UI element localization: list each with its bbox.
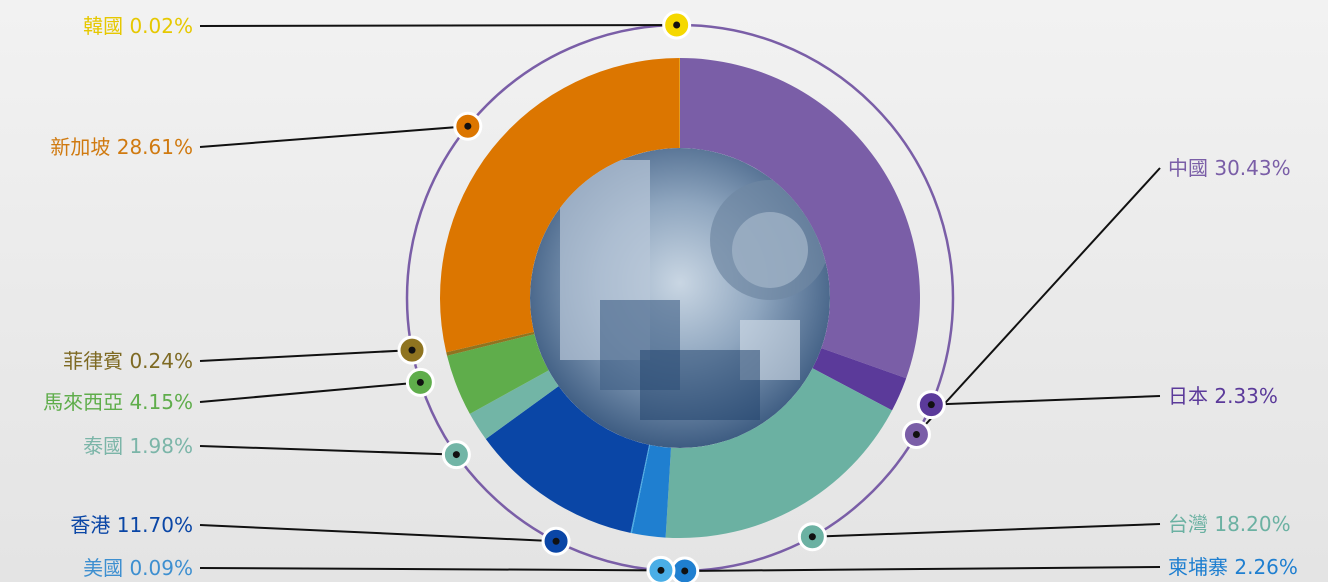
leader-line-7 [199, 445, 457, 456]
marker-dot-8 [416, 378, 424, 386]
marker-dot-1 [912, 431, 920, 438]
donut-slice-3 [665, 368, 893, 539]
marker-dot-9 [408, 346, 416, 354]
center-photo [530, 148, 830, 448]
data-label-1: 中國 30.43% [1168, 156, 1291, 180]
data-label-11: 韓國 0.02% [83, 14, 193, 38]
data-label-2: 日本 2.33% [1168, 384, 1278, 408]
data-label-4: 柬埔寨 2.26% [1168, 555, 1298, 579]
leader-line-6 [199, 524, 557, 543]
leader-line-10 [199, 125, 468, 148]
donut-slice-9 [446, 331, 535, 356]
leader-line-8 [199, 381, 421, 403]
donut-slice-2 [812, 348, 907, 411]
leader-line-4 [684, 566, 1161, 572]
data-label-5: 美國 0.09% [83, 556, 193, 580]
donut-slice-5 [630, 444, 650, 534]
data-label-8: 馬來西亞 4.15% [43, 390, 193, 414]
leader-line-5 [199, 567, 661, 572]
leader-line-2 [931, 395, 1161, 406]
leader-line-1 [915, 167, 1161, 436]
marker-dot-11 [673, 21, 681, 29]
donut-slice-1 [680, 58, 920, 379]
marker-dot-4 [681, 567, 689, 575]
marker-dot-2 [927, 401, 935, 409]
slices-group [440, 58, 920, 539]
donut-slice-4 [631, 444, 672, 538]
donut-slice-10 [440, 58, 680, 353]
marker-dot-6 [552, 537, 560, 545]
data-label-7: 泰國 1.98% [83, 434, 193, 458]
marker-dot-7 [452, 451, 460, 459]
donut-slice-8 [447, 334, 549, 414]
marker-dot-10 [464, 122, 472, 130]
leader-line-3 [812, 523, 1161, 538]
data-label-10: 新加坡 28.61% [50, 135, 193, 159]
data-label-3: 台灣 18.20% [1168, 512, 1291, 536]
data-label-6: 香港 11.70% [70, 513, 193, 537]
donut-slice-7 [469, 370, 559, 440]
donut-slice-6 [485, 386, 650, 533]
markers-group [397, 10, 946, 582]
leader-line-9 [199, 349, 413, 362]
marker-dot-5 [657, 566, 665, 574]
data-label-9: 菲律賓 0.24% [63, 349, 193, 373]
marker-dot-3 [808, 533, 816, 541]
labels-group: 中國 30.43% 日本 2.33% 台灣 18.20% 柬埔寨 2.26% 美國 0.… [43, 14, 1298, 580]
leader-lines-group [199, 24, 1161, 572]
leader-line-11 [199, 24, 677, 27]
